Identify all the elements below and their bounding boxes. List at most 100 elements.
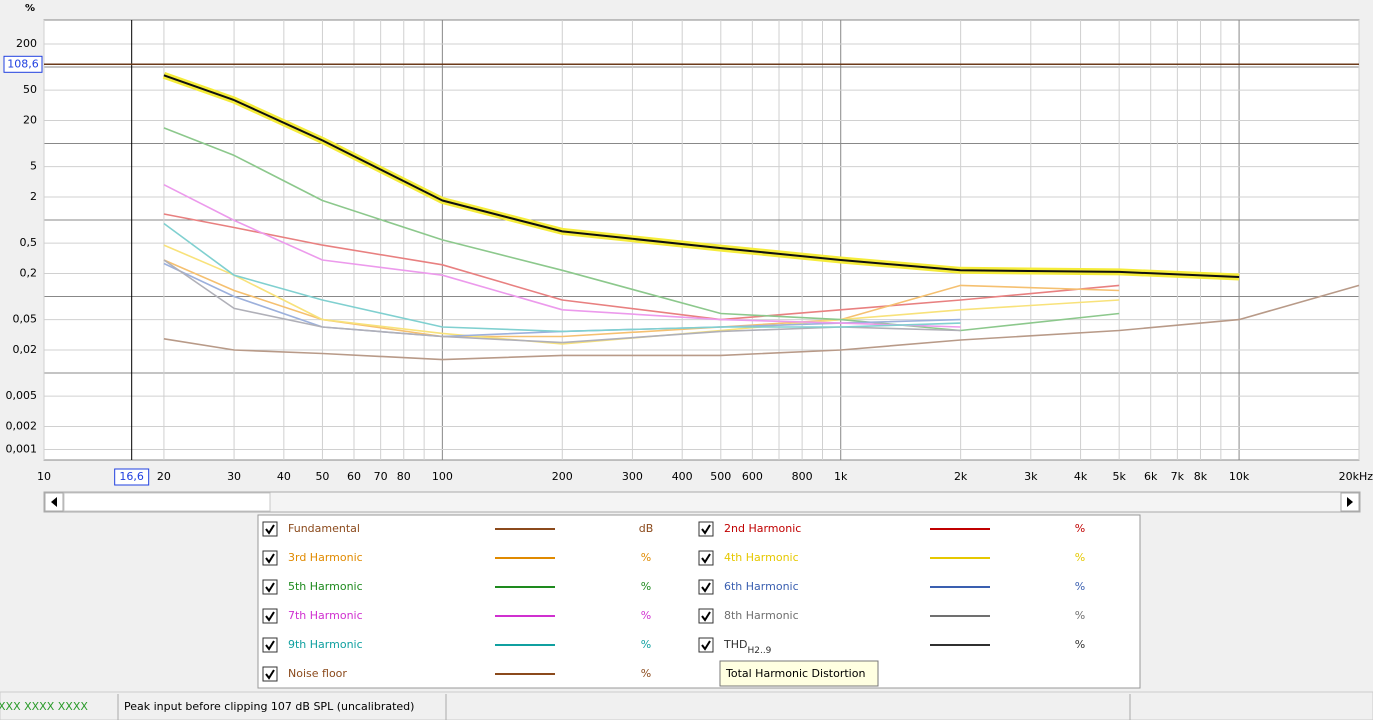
plot-area xyxy=(43,19,1360,461)
y-tick-label: 0,5 xyxy=(20,236,38,249)
legend-unit: % xyxy=(1075,522,1085,535)
trace xyxy=(163,74,1240,278)
x-tick-label: 3k xyxy=(1024,470,1038,483)
cursor-x-label: 16,6 xyxy=(119,470,144,483)
legend-unit: % xyxy=(641,638,651,651)
checkbox[interactable] xyxy=(262,608,278,624)
legend-label: 3rd Harmonic xyxy=(288,551,363,564)
legend-panel xyxy=(257,514,1141,689)
legend-name: Fundamental xyxy=(288,522,360,535)
checkbox[interactable] xyxy=(262,666,278,682)
y-tick-label: 0,001 xyxy=(6,443,38,456)
legend-name: 2nd Harmonic xyxy=(724,522,801,535)
legend-name: 4th Harmonic xyxy=(724,551,799,564)
x-tick-label: 10 xyxy=(37,470,51,483)
scroll-thumb[interactable] xyxy=(63,492,271,512)
checkbox[interactable] xyxy=(698,608,714,624)
x-tick-label: 5k xyxy=(1112,470,1126,483)
tooltip-text: Total Harmonic Distortion xyxy=(725,667,865,680)
legend-label: 2nd Harmonic xyxy=(724,522,801,535)
arrow xyxy=(1347,497,1353,507)
y-tick-label: 50 xyxy=(23,83,37,96)
checkbox[interactable] xyxy=(262,637,278,653)
y-tick-label: 200 xyxy=(16,37,37,50)
trace xyxy=(163,183,961,328)
legend-label: 9th Harmonic xyxy=(288,638,363,651)
y-tick-label: 20 xyxy=(23,114,37,127)
legend-unit: % xyxy=(641,551,651,564)
x-tick-label: 20 xyxy=(157,470,171,483)
legend-subscript: H2..9 xyxy=(747,646,771,656)
checkmark xyxy=(265,582,275,593)
checkmark xyxy=(701,611,711,622)
y-tick-label: 0,2 xyxy=(20,267,38,280)
x-tick-label: 20kHz xyxy=(1339,470,1373,483)
x-tick-label: 2k xyxy=(954,470,968,483)
y-tick-label: 0,05 xyxy=(13,313,38,326)
legend-unit: % xyxy=(1075,609,1085,622)
checkbox[interactable] xyxy=(698,579,714,595)
x-tick-label: 80 xyxy=(397,470,411,483)
legend-label: Noise floor xyxy=(288,667,347,680)
checkmark xyxy=(701,582,711,593)
x-tick-label: 40 xyxy=(277,470,291,483)
trace xyxy=(163,259,1120,338)
tooltip xyxy=(719,660,879,687)
legend-unit: % xyxy=(641,580,651,593)
legend-name: THD xyxy=(723,638,747,651)
trace xyxy=(163,244,1120,345)
legend-label: Fundamental xyxy=(288,522,360,535)
checkmark xyxy=(265,640,275,651)
legend-unit: % xyxy=(641,609,651,622)
legend-name: 5th Harmonic xyxy=(288,580,363,593)
checkbox[interactable] xyxy=(698,637,714,653)
trace xyxy=(163,284,1360,361)
x-tick-label: 4k xyxy=(1074,470,1088,483)
legend-label: 4th Harmonic xyxy=(724,551,799,564)
y-tick-label: 5 xyxy=(30,160,37,173)
x-tick-label: 6k xyxy=(1144,470,1158,483)
scrollbar[interactable] xyxy=(43,491,1361,513)
y-tick-label: 0,002 xyxy=(6,420,38,433)
cursor-y-box xyxy=(3,55,43,73)
checkbox[interactable] xyxy=(698,521,714,537)
checkmark xyxy=(701,640,711,651)
x-tick-label: 100 xyxy=(432,470,453,483)
checkbox[interactable] xyxy=(262,550,278,566)
status-code: XXX XXXX XXXX xyxy=(0,700,88,713)
checkmark xyxy=(701,553,711,564)
legend-unit: % xyxy=(641,667,651,680)
legend-name: Noise floor xyxy=(288,667,347,680)
status-bar xyxy=(0,691,1373,720)
x-tick-label: 50 xyxy=(315,470,329,483)
legend-label: THDH2..9 xyxy=(723,638,772,656)
arrow xyxy=(51,497,57,507)
trace xyxy=(163,262,961,338)
y-tick-label: 0,005 xyxy=(6,389,38,402)
x-tick-label: 1k xyxy=(834,470,848,483)
legend-name: 9th Harmonic xyxy=(288,638,363,651)
checkbox[interactable] xyxy=(262,579,278,595)
trace xyxy=(163,127,1120,332)
x-tick-label: 10k xyxy=(1229,470,1250,483)
legend-label: 6th Harmonic xyxy=(724,580,799,593)
cursor-x-box xyxy=(114,468,150,486)
checkmark xyxy=(701,524,711,535)
x-tick-label: 300 xyxy=(622,470,643,483)
legend-name: 8th Harmonic xyxy=(724,609,799,622)
legend-name: 3rd Harmonic xyxy=(288,551,363,564)
legend-name: 7th Harmonic xyxy=(288,609,363,622)
y-tick-label: 0,02 xyxy=(13,343,38,356)
legend-label: 8th Harmonic xyxy=(724,609,799,622)
status-text: Peak input before clipping 107 dB SPL (u… xyxy=(124,700,414,713)
checkmark xyxy=(265,524,275,535)
x-tick-label: 8k xyxy=(1194,470,1208,483)
checkbox[interactable] xyxy=(262,521,278,537)
legend-label: 5th Harmonic xyxy=(288,580,363,593)
x-tick-label: 400 xyxy=(672,470,693,483)
checkbox[interactable] xyxy=(698,550,714,566)
legend-name: 6th Harmonic xyxy=(724,580,799,593)
trace xyxy=(163,222,961,333)
legend-unit: dB xyxy=(639,522,654,535)
